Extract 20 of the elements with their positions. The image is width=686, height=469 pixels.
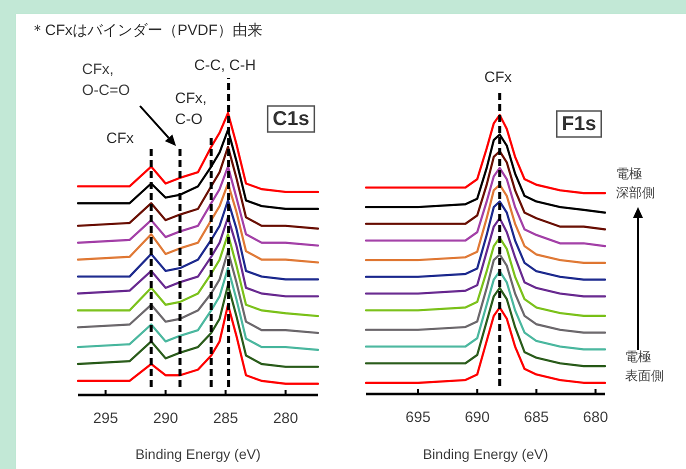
annotation: F1s xyxy=(562,113,596,135)
x-tick-label: 685 xyxy=(524,409,549,426)
x-tick-label: 690 xyxy=(464,409,490,426)
x-tick-label: 695 xyxy=(406,409,431,426)
x-axis-title: Binding Energy (eV) xyxy=(135,446,261,462)
text: 電極深部側 xyxy=(616,166,655,200)
chart-title: ＊CFxはバインダー（PVDF）由来 xyxy=(30,22,262,39)
x-tick-label: 680 xyxy=(583,409,608,426)
text: CFx, O-C=O xyxy=(82,61,130,99)
text: 電極表面側 xyxy=(625,349,664,383)
x-tick-label: 290 xyxy=(153,410,178,427)
ref-line-label: CFx xyxy=(484,69,512,86)
x-tick-label: 285 xyxy=(213,410,238,427)
x-tick-label: 295 xyxy=(93,410,118,427)
ref-line-label: CFx, C-O xyxy=(175,90,207,128)
ref-line-label: C-C, C-H xyxy=(194,57,256,74)
x-tick-label: 280 xyxy=(273,410,298,427)
x-axis-title: Binding Energy (eV) xyxy=(422,446,548,462)
annotation: C1s xyxy=(272,108,310,130)
ref-line-label: CFx xyxy=(106,130,134,147)
